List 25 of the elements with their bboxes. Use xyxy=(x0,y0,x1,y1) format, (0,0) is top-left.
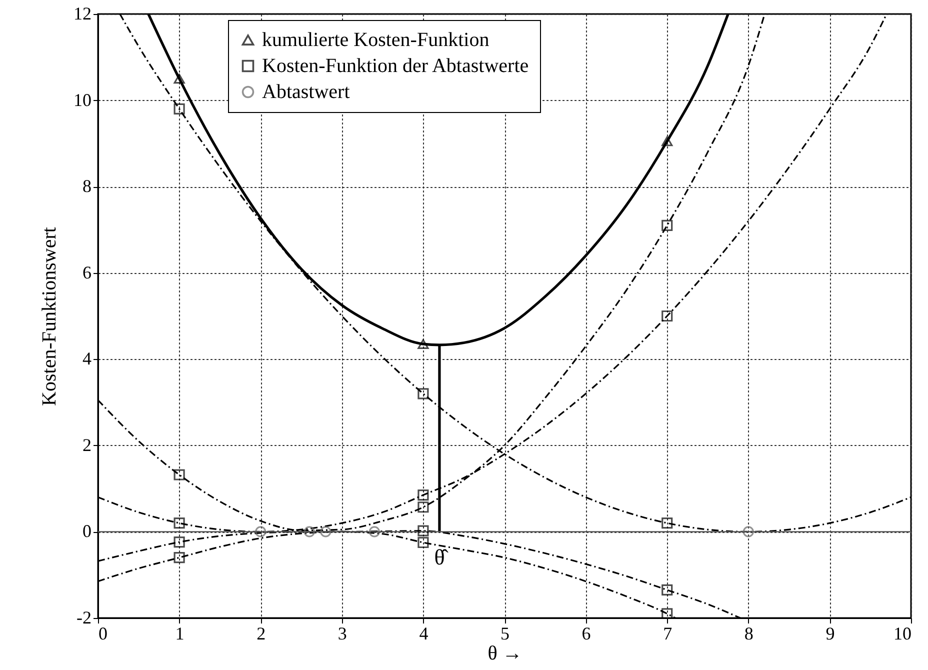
annotation: θ̂ xyxy=(434,544,449,570)
y-tick-label: 4 xyxy=(82,348,92,369)
y-tick-label: 0 xyxy=(82,521,92,542)
legend-label: kumulierte Kosten-Funktion xyxy=(262,29,490,51)
x-tick-label: 0 xyxy=(98,624,108,644)
y-tick-label: -2 xyxy=(76,608,92,628)
x-tick-label: 7 xyxy=(663,624,672,644)
y-tick-label: 2 xyxy=(82,434,92,455)
y-tick-label: 10 xyxy=(74,90,92,110)
x-tick-label: 8 xyxy=(744,624,754,644)
x-tick-label: 6 xyxy=(582,624,591,644)
y-tick-label: 8 xyxy=(82,176,92,196)
x-tick-label: 4 xyxy=(419,624,428,644)
y-tick-label: 12 xyxy=(74,4,92,24)
x-tick-label: 3 xyxy=(338,624,347,644)
x-axis-title: θ → xyxy=(488,642,522,664)
x-tick-label: 9 xyxy=(826,624,835,644)
y-axis-title: Kosten-Funktionswert xyxy=(38,226,60,406)
y-tick-label: 6 xyxy=(82,262,92,282)
x-tick-label: 10 xyxy=(894,624,912,644)
legend-label: Kosten-Funktion der Abtastwerte xyxy=(262,55,529,77)
legend-label: Abtastwert xyxy=(262,81,350,103)
x-tick-label: 5 xyxy=(500,624,510,644)
x-tick-label: 1 xyxy=(175,624,184,644)
x-tick-label: 2 xyxy=(256,624,266,644)
